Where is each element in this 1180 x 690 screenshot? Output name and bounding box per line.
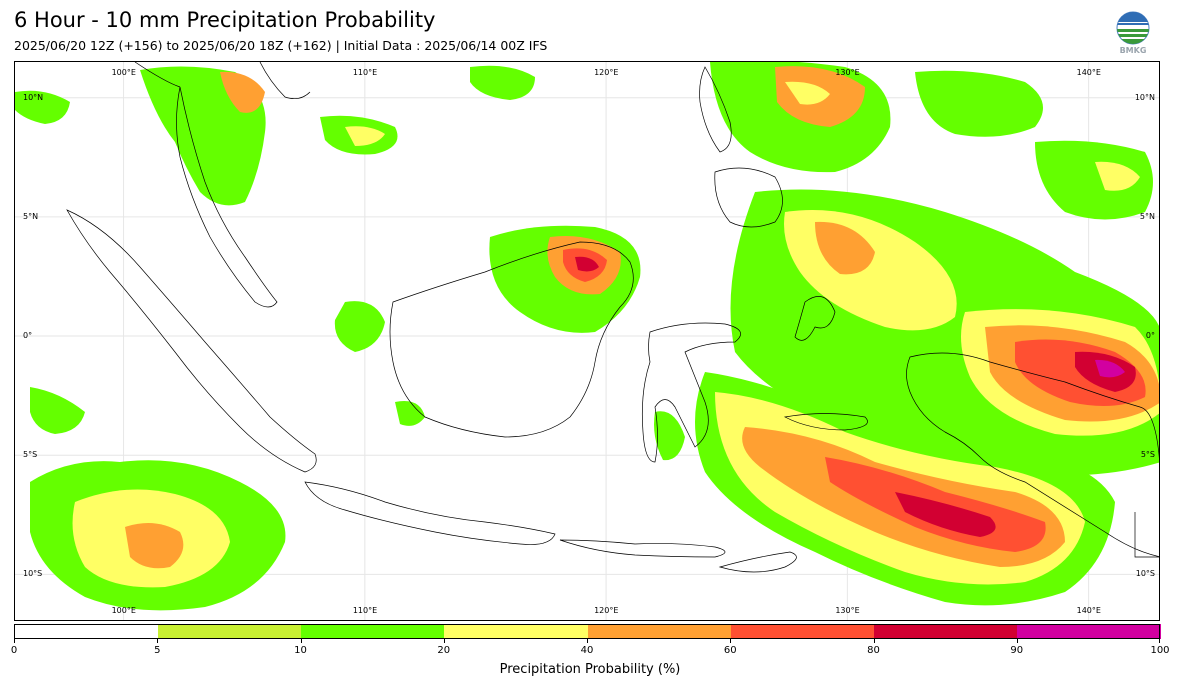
map-title: 6 Hour - 10 mm Precipitation Probability bbox=[14, 8, 436, 32]
colorbar-title: Precipitation Probability (%) bbox=[499, 662, 681, 677]
lon-label-top: 100°E bbox=[111, 68, 136, 77]
lon-label-top: 130°E bbox=[835, 68, 860, 77]
colorbar-tick-label: 60 bbox=[723, 645, 737, 656]
precip-cluster-east bbox=[730, 189, 1159, 476]
lon-label-bottom: 100°E bbox=[111, 606, 136, 615]
lon-label-top: 110°E bbox=[352, 68, 378, 77]
lat-label-right: 5°S bbox=[1140, 450, 1155, 460]
coast-lesser-sunda bbox=[559, 539, 726, 558]
colorbar-segment bbox=[1016, 624, 1161, 639]
colorbar-tick-label: 5 bbox=[154, 645, 161, 656]
colorbar-tick-label: 80 bbox=[867, 645, 880, 656]
coastlines bbox=[66, 62, 1159, 573]
lat-label-right: 5°N bbox=[1139, 211, 1155, 221]
coast-timor bbox=[718, 551, 797, 573]
colorbar-tick-label: 0 bbox=[10, 645, 18, 656]
precip-cluster-indian-ocean bbox=[30, 387, 286, 611]
colorbar-tick bbox=[1016, 639, 1018, 643]
lon-label-bottom: 110°E bbox=[352, 606, 378, 615]
colorbar-tick-label: 90 bbox=[1010, 645, 1024, 656]
coast-malay-peninsula bbox=[176, 86, 278, 308]
lon-label-top: 120°E bbox=[594, 68, 619, 77]
colorbar-tick bbox=[587, 639, 588, 643]
colorbar-tick bbox=[873, 639, 875, 643]
precip-cluster-northwest bbox=[15, 65, 535, 206]
precipitation-map: 100°E 100°E 110°E 110°E 120°E 120°E 130°E 130°E… bbox=[14, 61, 1160, 621]
lon-label-top: 140°E bbox=[1076, 68, 1101, 77]
colorbar-tick bbox=[1159, 639, 1160, 643]
coast-new-guinea bbox=[906, 352, 1159, 557]
lat-label-left: 10°N bbox=[23, 92, 44, 102]
map-canvas bbox=[15, 62, 1159, 620]
logo-text: BMKG bbox=[1120, 46, 1147, 55]
lat-label-right: 10°S bbox=[1135, 569, 1155, 579]
precip-cluster-borneo bbox=[334, 225, 641, 426]
colorbar-segment bbox=[873, 624, 1018, 639]
precip-cluster-banda-sea bbox=[654, 372, 1115, 606]
lat-label-left: 10°S bbox=[23, 569, 43, 579]
lat-label-left: 5°N bbox=[23, 211, 39, 221]
colorbar-tick bbox=[300, 639, 302, 643]
lat-label-right: 0° bbox=[1145, 331, 1155, 341]
coast-sumatra bbox=[66, 209, 317, 473]
coast-philippines-north bbox=[699, 66, 732, 153]
coast-sulawesi bbox=[641, 322, 741, 463]
precipitation-field bbox=[15, 62, 1159, 611]
colorbar-segment bbox=[587, 624, 731, 639]
colorbar-tick-label: 40 bbox=[580, 645, 594, 656]
coast-borneo bbox=[389, 241, 634, 438]
colorbar-border bbox=[14, 624, 1160, 639]
bmkg-logo: BMKG bbox=[1116, 11, 1150, 55]
colorbar-tick-label: 100 bbox=[1150, 645, 1170, 656]
colorbar bbox=[14, 624, 1161, 639]
map-subtitle: 2025/06/20 12Z (+156) to 2025/06/20 18Z … bbox=[14, 38, 548, 53]
colorbar-tick-label: 10 bbox=[294, 645, 307, 656]
coast-java bbox=[304, 481, 556, 545]
lon-label-bottom: 130°E bbox=[835, 606, 860, 615]
lat-label-right: 10°N bbox=[1134, 92, 1155, 102]
coast-halmahera bbox=[794, 296, 836, 341]
lat-label-left: 0° bbox=[23, 331, 33, 341]
colorbar-segment bbox=[730, 624, 874, 639]
colorbar-segment bbox=[300, 624, 445, 639]
colorbar-segment bbox=[157, 624, 301, 639]
colorbar-segment bbox=[14, 624, 158, 639]
colorbar-tick bbox=[730, 639, 732, 643]
coast-mindanao bbox=[714, 167, 783, 228]
precip-cluster-philippines bbox=[710, 62, 1153, 220]
colorbar-segment bbox=[443, 624, 588, 639]
colorbar-tick-label: 20 bbox=[437, 645, 451, 656]
coast-indochina bbox=[134, 62, 311, 99]
colorbar-tick bbox=[157, 639, 159, 643]
colorbar-tick bbox=[14, 639, 15, 643]
lat-label-left: 5°S bbox=[23, 450, 38, 460]
lon-label-bottom: 140°E bbox=[1076, 606, 1101, 615]
coast-australia bbox=[1134, 512, 1159, 558]
coast-seram bbox=[783, 413, 868, 431]
lon-label-bottom: 120°E bbox=[594, 606, 619, 615]
colorbar-tick bbox=[443, 639, 445, 643]
